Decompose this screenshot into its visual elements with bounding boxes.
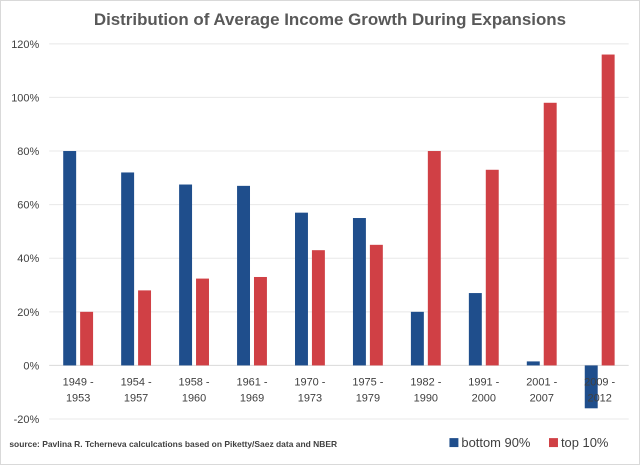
x-tick-label: 1958 - — [179, 376, 210, 388]
bar-top-10 — [311, 250, 325, 366]
x-tick-label: 1975 - — [352, 376, 383, 388]
x-tick-label: 1970 - — [294, 376, 325, 388]
x-tick-label: 2012 — [588, 392, 612, 404]
x-tick-label: 1973 — [298, 392, 322, 404]
y-tick-label: 100% — [11, 92, 39, 104]
y-tick-label: 120% — [11, 39, 39, 51]
bar-top-10 — [601, 54, 615, 366]
legend: bottom 90% top 10% — [449, 435, 609, 450]
x-tick-label: 1991 - — [468, 376, 499, 388]
x-tick-label: 1957 — [124, 392, 148, 404]
y-tick-label: 80% — [17, 146, 39, 158]
x-tick-label: 1990 — [414, 392, 438, 404]
y-tick-label: 60% — [17, 200, 39, 212]
bar-top-10 — [427, 151, 441, 366]
bar-bottom-90 — [526, 361, 540, 366]
y-tick-label: 0% — [23, 360, 39, 372]
x-axis: 1949 - 1953 1954 - 1957 1958 - 1960 1961 - 1969… — [63, 376, 616, 404]
bar-top-10 — [253, 276, 267, 366]
source-note: source: Pavlina R. Tcherneva calculcatio… — [9, 439, 337, 449]
legend-swatch — [449, 438, 459, 448]
bar-bottom-90 — [63, 151, 77, 366]
y-tick-label: 40% — [17, 253, 39, 265]
x-tick-label: 1982 - — [410, 376, 441, 388]
x-tick-label: 2001 - — [526, 376, 557, 388]
bar-top-10 — [196, 278, 209, 366]
bar-bottom-90 — [352, 218, 366, 366]
x-tick-label: 1949 - — [63, 376, 94, 388]
y-axis: -20% 0% 20% 40% 60% 80% 100% 120% — [11, 39, 39, 426]
bars — [63, 54, 615, 409]
bar-bottom-90 — [121, 172, 135, 366]
x-tick-label: 1961 - — [236, 376, 267, 388]
x-tick-label: 1979 — [356, 392, 380, 404]
bar-top-10 — [485, 169, 499, 366]
legend-swatch — [549, 438, 558, 448]
bar-bottom-90 — [179, 184, 193, 366]
y-tick-label: -20% — [14, 414, 40, 426]
x-tick-label: 1954 - — [121, 376, 152, 388]
bar-bottom-90 — [295, 212, 308, 366]
bar-bottom-90 — [584, 365, 598, 409]
x-tick-label: 2009 - — [584, 376, 615, 388]
bar-top-10 — [369, 244, 383, 366]
legend-label: bottom 90% — [461, 435, 531, 450]
bar-top-10 — [138, 290, 152, 366]
x-tick-label: 2000 — [472, 392, 496, 404]
x-tick-label: 2007 — [530, 392, 554, 404]
x-tick-label: 1953 — [66, 392, 90, 404]
x-tick-label: 1960 — [182, 392, 206, 404]
bar-top-10 — [543, 102, 557, 366]
y-tick-label: 20% — [17, 307, 39, 319]
bar-bottom-90 — [237, 185, 251, 366]
bar-top-10 — [80, 311, 94, 366]
chart-title: Distribution of Average Income Growth Du… — [94, 10, 566, 29]
bar-bottom-90 — [468, 293, 482, 366]
bar-bottom-90 — [410, 311, 424, 366]
legend-label: top 10% — [561, 435, 609, 450]
grid — [49, 43, 629, 420]
x-tick-label: 1969 — [240, 392, 264, 404]
